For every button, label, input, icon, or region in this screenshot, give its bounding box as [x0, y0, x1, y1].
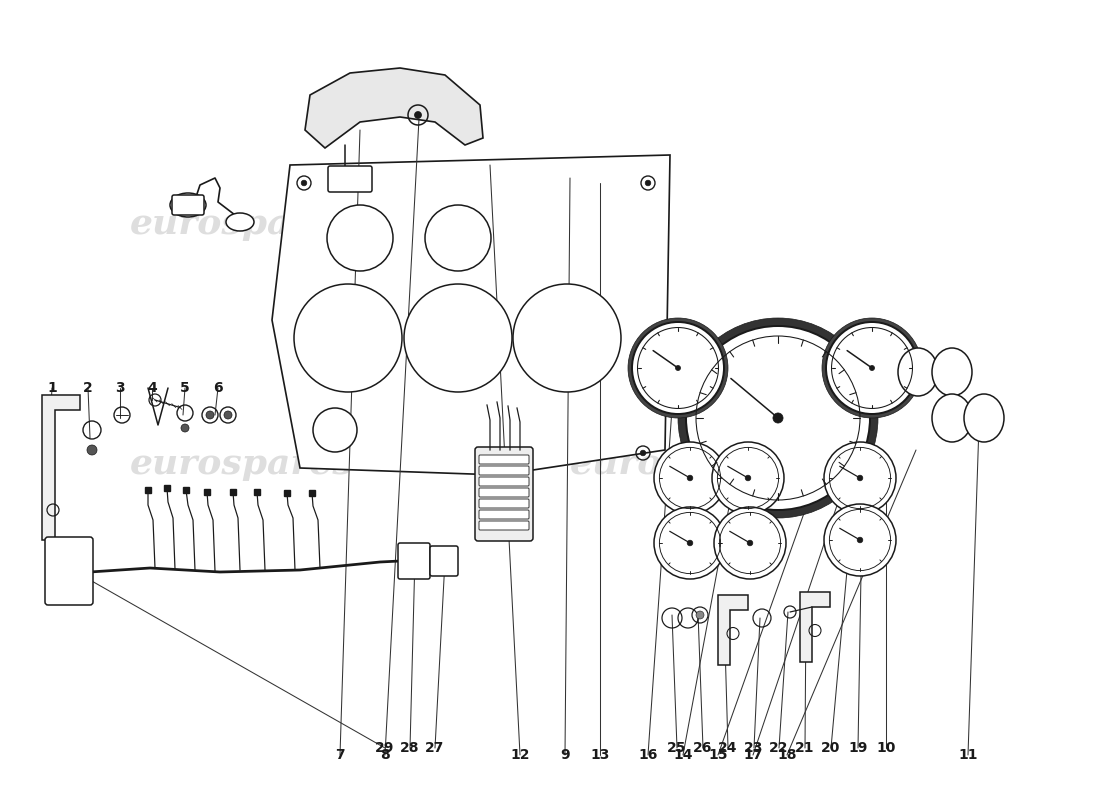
Text: 21: 21 [795, 741, 815, 755]
Text: 9: 9 [560, 748, 570, 762]
FancyBboxPatch shape [478, 510, 529, 519]
Circle shape [745, 475, 751, 481]
Text: 29: 29 [375, 741, 395, 755]
FancyBboxPatch shape [478, 499, 529, 508]
Circle shape [688, 540, 693, 546]
Text: 4: 4 [147, 381, 157, 395]
Text: eurospares: eurospares [130, 447, 354, 481]
FancyBboxPatch shape [478, 466, 529, 475]
FancyBboxPatch shape [430, 546, 458, 576]
Ellipse shape [932, 348, 972, 396]
Circle shape [678, 318, 878, 518]
Circle shape [712, 442, 784, 514]
Circle shape [869, 366, 874, 370]
Polygon shape [42, 395, 80, 540]
Circle shape [857, 537, 862, 543]
Text: 20: 20 [822, 741, 840, 755]
Circle shape [824, 504, 896, 576]
Ellipse shape [932, 394, 972, 442]
Text: 24: 24 [718, 741, 738, 755]
FancyBboxPatch shape [45, 537, 94, 605]
Text: 5: 5 [180, 381, 190, 395]
Text: 25: 25 [668, 741, 686, 755]
Text: 7: 7 [336, 748, 344, 762]
Circle shape [824, 442, 896, 514]
Text: 13: 13 [591, 748, 609, 762]
Polygon shape [718, 595, 748, 665]
Text: 14: 14 [673, 748, 693, 762]
FancyBboxPatch shape [398, 543, 430, 579]
Ellipse shape [898, 348, 938, 396]
Circle shape [714, 507, 786, 579]
FancyBboxPatch shape [172, 195, 204, 215]
Text: 28: 28 [400, 741, 420, 755]
Circle shape [826, 322, 918, 414]
Text: 26: 26 [693, 741, 713, 755]
Circle shape [87, 445, 97, 455]
Circle shape [654, 507, 726, 579]
Circle shape [640, 450, 646, 456]
Circle shape [686, 326, 870, 510]
Text: 3: 3 [116, 381, 124, 395]
Text: eurospares: eurospares [570, 447, 794, 481]
Circle shape [696, 611, 704, 619]
Text: 15: 15 [708, 748, 728, 762]
Circle shape [425, 205, 491, 271]
FancyBboxPatch shape [478, 455, 529, 464]
Text: 27: 27 [426, 741, 444, 755]
Text: 18: 18 [778, 748, 796, 762]
Polygon shape [305, 68, 483, 148]
Text: 19: 19 [848, 741, 868, 755]
Circle shape [654, 442, 726, 514]
Circle shape [301, 180, 307, 186]
FancyBboxPatch shape [328, 166, 372, 192]
Polygon shape [272, 155, 670, 475]
Text: 23: 23 [745, 741, 763, 755]
Circle shape [513, 284, 622, 392]
Circle shape [327, 205, 393, 271]
Text: 2: 2 [84, 381, 92, 395]
Ellipse shape [964, 394, 1004, 442]
Circle shape [747, 540, 752, 546]
Circle shape [857, 475, 862, 481]
Circle shape [224, 411, 232, 419]
Circle shape [646, 180, 651, 186]
Circle shape [628, 318, 728, 418]
Circle shape [415, 111, 421, 118]
Circle shape [822, 318, 922, 418]
Circle shape [675, 366, 681, 370]
FancyBboxPatch shape [478, 521, 529, 530]
FancyBboxPatch shape [478, 488, 529, 497]
Text: 1: 1 [47, 381, 57, 395]
Text: 12: 12 [510, 748, 530, 762]
Text: 10: 10 [877, 741, 895, 755]
Circle shape [314, 408, 358, 452]
Text: eurospares: eurospares [130, 207, 354, 241]
Circle shape [773, 413, 783, 423]
Text: 8: 8 [381, 748, 389, 762]
Ellipse shape [226, 213, 254, 231]
Text: 22: 22 [769, 741, 789, 755]
Circle shape [632, 322, 724, 414]
Text: 11: 11 [958, 748, 978, 762]
Ellipse shape [170, 193, 206, 217]
Circle shape [404, 284, 512, 392]
Circle shape [182, 424, 189, 432]
Text: 6: 6 [213, 381, 223, 395]
Circle shape [294, 284, 401, 392]
Text: 17: 17 [744, 748, 762, 762]
Polygon shape [800, 592, 830, 662]
FancyBboxPatch shape [478, 477, 529, 486]
Circle shape [688, 475, 693, 481]
Circle shape [206, 411, 214, 419]
FancyBboxPatch shape [475, 447, 534, 541]
Text: 16: 16 [638, 748, 658, 762]
